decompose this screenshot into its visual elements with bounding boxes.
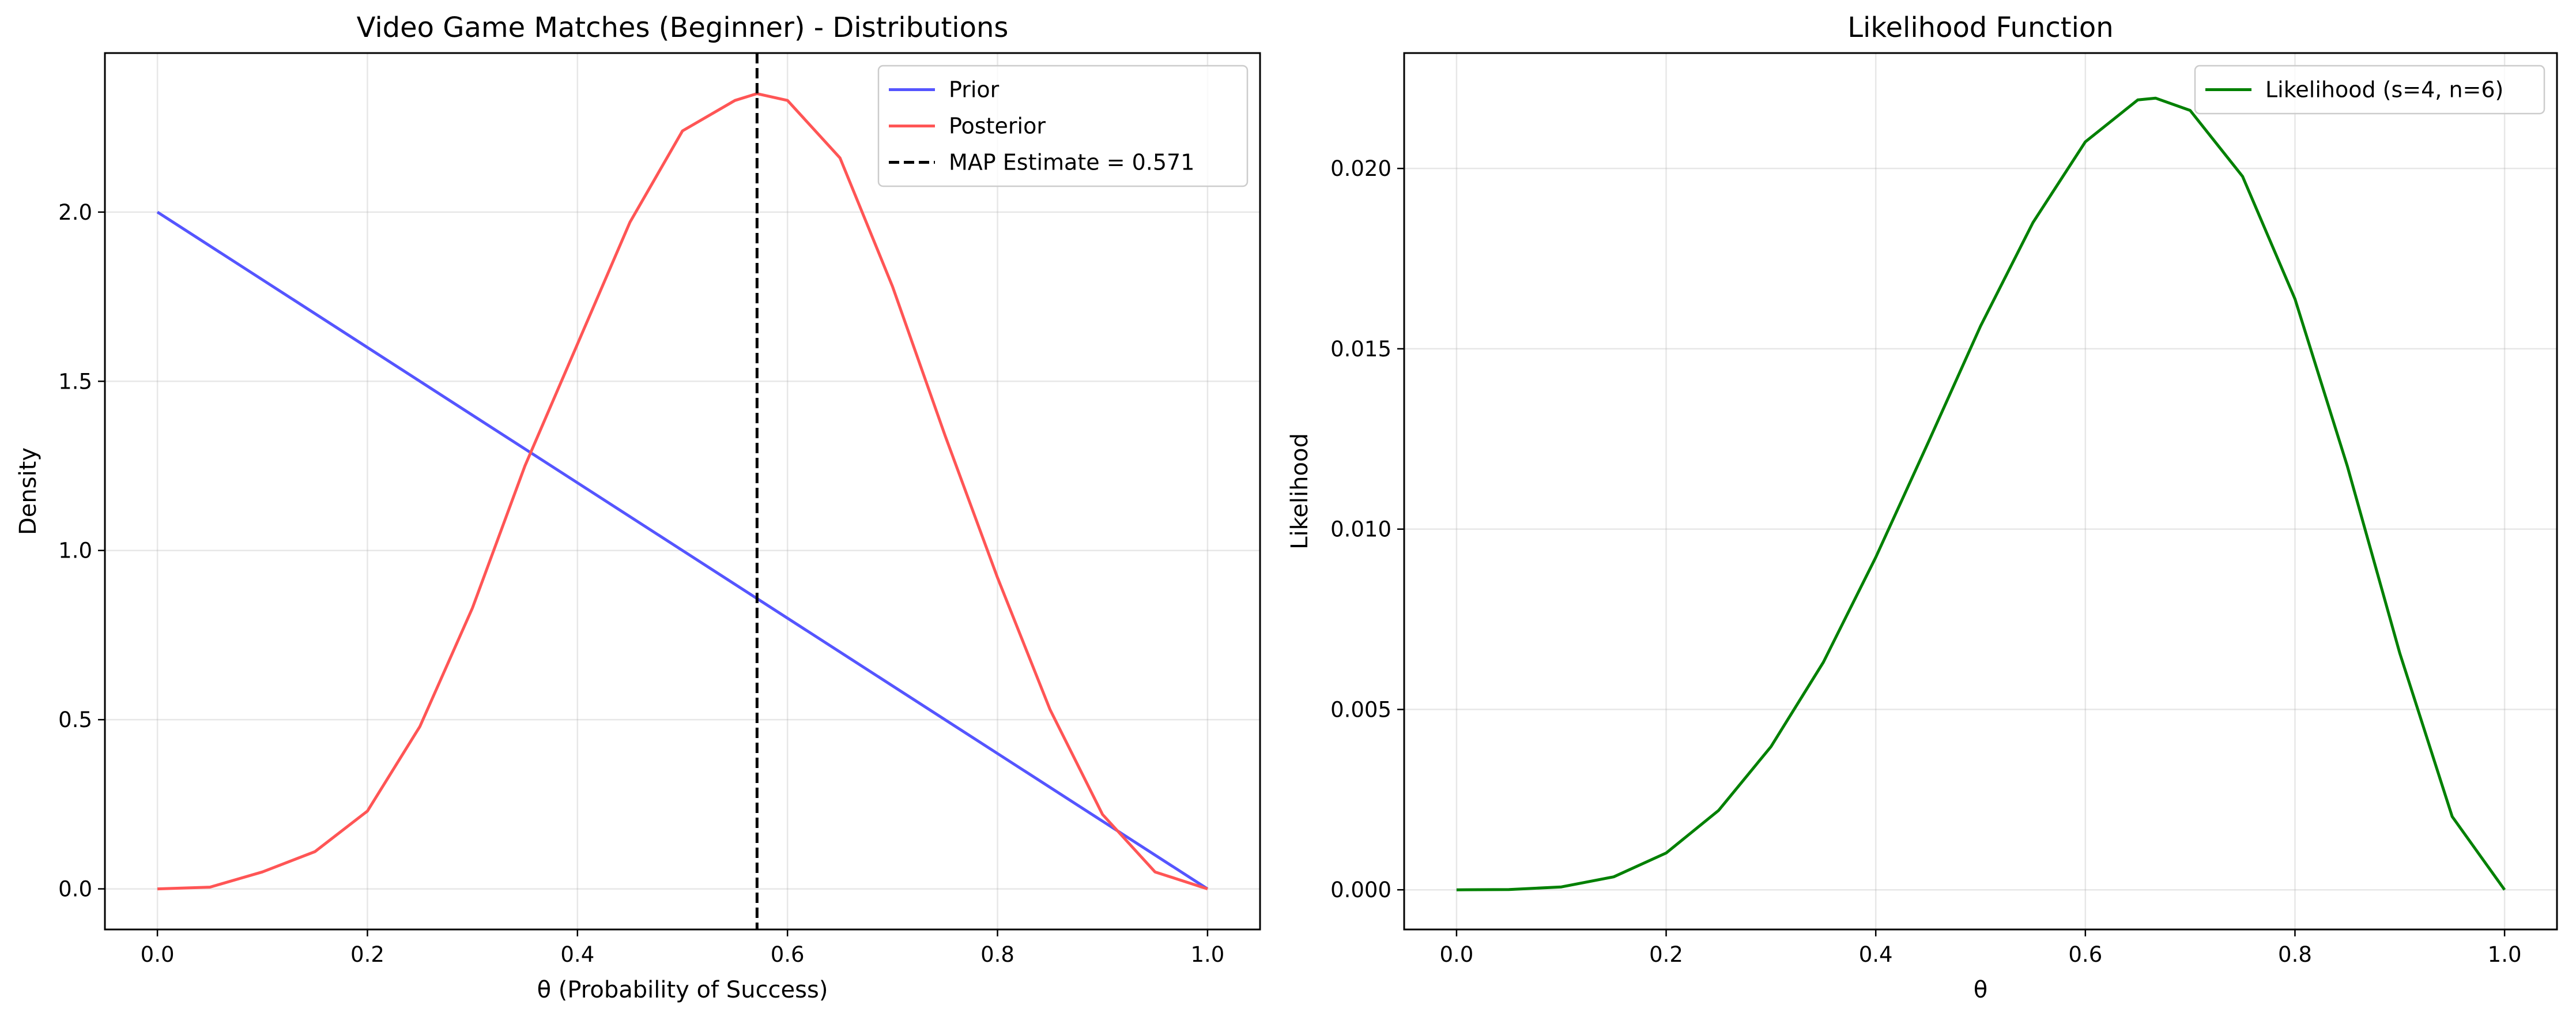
- ticks: 0.0 0.2 0.4 0.6 0.8 1.0 0.000 0.005 0.010 0.015 0.…: [1330, 156, 2521, 967]
- legend: Prior Posterior MAP Estimate = 0.571: [877, 65, 1249, 187]
- y-axis-label: Likelihood: [1287, 433, 1313, 549]
- x-tick-label: 0.8: [980, 942, 1014, 967]
- y-tick-label: 0.5: [58, 707, 92, 732]
- series: [1456, 96, 2506, 891]
- posterior-line: [157, 92, 1208, 891]
- x-tick-label: 0.4: [1859, 942, 1893, 967]
- x-tick-label: 0.8: [2278, 942, 2312, 967]
- y-tick-label: 2.0: [58, 200, 92, 225]
- plot-frame: [1403, 52, 2558, 931]
- legend-label: Posterior: [949, 114, 1046, 139]
- plot-frame: [104, 52, 1261, 931]
- x-tick-label: 0.2: [350, 942, 384, 967]
- x-tick-label: 1.0: [1190, 942, 1224, 967]
- likelihood-panel: 0.0 0.2 0.4 0.6 0.8 1.0 0.000 0.005 0.010 0.015 0.…: [1287, 12, 2558, 1003]
- x-tick-label: 1.0: [2488, 942, 2522, 967]
- legend-label: Prior: [949, 77, 1000, 103]
- grid: [1404, 53, 2557, 929]
- series: [156, 53, 1209, 929]
- ticks: 0.0 0.2 0.4 0.6 0.8 1.0 0.0 0.5 1.0 1.5 2.0: [58, 200, 1224, 967]
- likelihood-s-4-n-6-line: [1456, 96, 2506, 891]
- legend: Likelihood (s=4, n=6): [2194, 65, 2545, 115]
- x-tick-label: 0.0: [141, 942, 175, 967]
- chart-title: Video Game Matches (Beginner) - Distribu…: [357, 12, 1009, 44]
- x-tick-label: 0.4: [560, 942, 594, 967]
- legend-label: MAP Estimate = 0.571: [949, 150, 1194, 175]
- x-tick-label: 0.6: [2068, 942, 2102, 967]
- y-tick-label: 0.015: [1330, 337, 1391, 362]
- legend-box: [877, 65, 1249, 187]
- distributions-panel: 0.0 0.2 0.4 0.6 0.8 1.0 0.0 0.5 1.0 1.5 2.0 Video …: [15, 12, 1261, 1003]
- y-tick-label: 0.005: [1330, 697, 1391, 722]
- chart-title: Likelihood Function: [1847, 12, 2113, 44]
- y-tick-label: 1.0: [58, 539, 92, 563]
- x-tick-label: 0.0: [1439, 942, 1473, 967]
- x-tick-label: 0.2: [1649, 942, 1683, 967]
- x-tick-label: 0.6: [771, 942, 805, 967]
- y-tick-label: 0.0: [58, 877, 92, 902]
- y-tick-label: 0.010: [1330, 517, 1391, 542]
- legend-box: [2194, 65, 2545, 115]
- x-axis-label: θ: [1974, 977, 1987, 1003]
- y-axis-label: Density: [15, 447, 42, 535]
- prior-line: [156, 210, 1209, 890]
- y-tick-label: 0.000: [1330, 878, 1391, 902]
- x-axis-label: θ (Probability of Success): [537, 977, 828, 1003]
- y-tick-label: 1.5: [58, 369, 92, 394]
- y-tick-label: 0.020: [1330, 156, 1391, 181]
- legend-label: Likelihood (s=4, n=6): [2265, 77, 2503, 103]
